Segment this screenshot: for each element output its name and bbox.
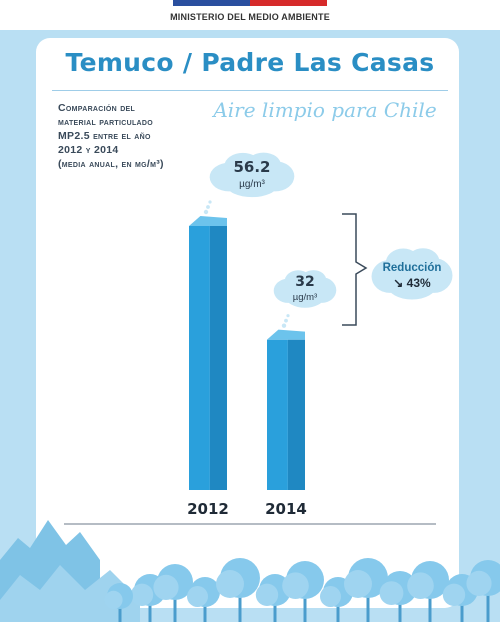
smoke-puff bbox=[281, 323, 287, 328]
reduction-bracket bbox=[342, 213, 368, 326]
flag-stripe bbox=[173, 0, 327, 6]
tree-crown bbox=[466, 570, 492, 597]
bar-front-face bbox=[189, 226, 210, 490]
tree-trunk bbox=[303, 580, 307, 622]
smoke-puff bbox=[208, 200, 212, 204]
tree-crown bbox=[379, 581, 404, 605]
category-label-2012: 2012 bbox=[187, 500, 229, 518]
page-title: Temuco / Padre Las Casas bbox=[65, 48, 435, 77]
description-line: 2012 y 2014 bbox=[58, 144, 119, 156]
value-bubble-2014: 32 µg/m³ bbox=[273, 270, 337, 308]
smoke-puff bbox=[286, 314, 290, 318]
unit-label-2012: µg/m³ bbox=[239, 179, 265, 190]
tree-trunk bbox=[366, 578, 370, 622]
tree-crown bbox=[104, 590, 123, 610]
slogan: Aire limpio para Chile bbox=[213, 98, 437, 122]
value-bubble-2012: 56.2 µg/m³ bbox=[209, 152, 295, 198]
cloud-blob bbox=[226, 173, 278, 198]
description-line: MP2.5 entre el año bbox=[58, 130, 151, 142]
category-label-2014: 2014 bbox=[265, 500, 307, 518]
cloud-blob bbox=[300, 270, 327, 292]
value-label-2012: 56.2 bbox=[233, 158, 270, 176]
bar-side-face bbox=[209, 226, 227, 490]
cloud-blob bbox=[406, 248, 440, 277]
tree-crown bbox=[153, 574, 179, 601]
bar-2014 bbox=[267, 314, 305, 490]
tree-crown bbox=[216, 570, 244, 598]
cloud-blob bbox=[286, 287, 324, 308]
smoke-puff bbox=[284, 318, 288, 323]
description-line: (media anual, en µg/m³) bbox=[58, 158, 164, 170]
tree-trunk bbox=[173, 582, 177, 622]
reduction-label: Reducción bbox=[383, 262, 442, 274]
infographic-card bbox=[36, 38, 459, 608]
tree-crown bbox=[282, 572, 309, 599]
tree-crown bbox=[407, 572, 434, 599]
description-line: material particulado bbox=[58, 116, 153, 128]
smoke-puff bbox=[206, 205, 210, 209]
scenery bbox=[0, 520, 500, 622]
tree-crown bbox=[130, 583, 154, 606]
value-label-2014: 32 bbox=[295, 274, 314, 290]
tree-trunk bbox=[486, 578, 490, 622]
cloud-blob bbox=[246, 152, 281, 178]
reduction-bubble: Reducción ↘ 43% bbox=[371, 248, 453, 300]
reduction-value: ↘ 43% bbox=[393, 276, 431, 290]
description-line: Comparación del bbox=[58, 102, 136, 114]
tree-trunk bbox=[428, 580, 432, 622]
tree-crown bbox=[320, 586, 341, 607]
title-divider bbox=[52, 90, 448, 91]
bar-side-face bbox=[287, 339, 305, 490]
flag-blue bbox=[173, 0, 250, 6]
tree-crown bbox=[442, 583, 466, 606]
unit-label-2014: µg/m³ bbox=[293, 292, 317, 303]
smoke-puff bbox=[203, 209, 209, 215]
flag-red bbox=[250, 0, 327, 6]
tree-trunk bbox=[238, 578, 242, 622]
tree-crown bbox=[187, 586, 208, 607]
ministry-name: MINISTERIO DEL MEDIO AMBIENTE bbox=[170, 12, 330, 22]
cloud-blob bbox=[387, 272, 437, 300]
header-bar: MINISTERIO DEL MEDIO AMBIENTE bbox=[0, 0, 500, 30]
bar-top-face bbox=[189, 216, 227, 226]
tree-crown bbox=[255, 583, 279, 606]
bar-front-face bbox=[267, 339, 288, 490]
bar-2012 bbox=[189, 200, 227, 490]
bar-top-face bbox=[267, 329, 305, 340]
chart-description: Comparación del material particulado MP2… bbox=[58, 101, 218, 171]
tree-crown bbox=[344, 570, 372, 598]
